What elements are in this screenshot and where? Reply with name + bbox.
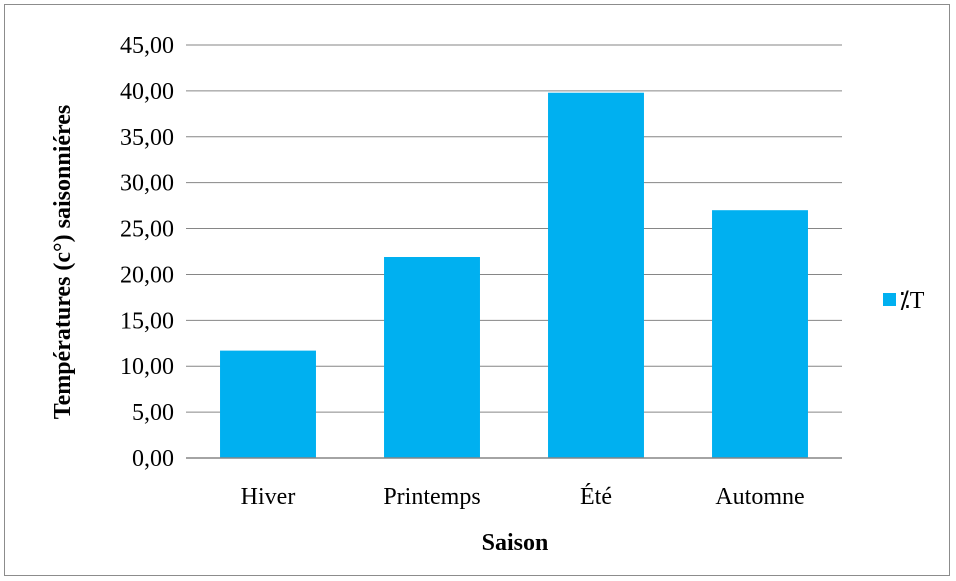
legend: ⁒T <box>883 288 925 314</box>
x-tick-label: Automne <box>715 484 804 510</box>
y-tick-label: 20,00 <box>120 262 174 288</box>
legend-swatch <box>883 293 896 306</box>
bar-2 <box>548 92 644 459</box>
bar-0 <box>220 350 316 458</box>
x-tick-labels: Hiver Printemps Été Automne <box>241 484 805 510</box>
x-axis-title: Saison <box>482 530 549 556</box>
x-tick-label: Hiver <box>241 484 296 510</box>
legend-label: ⁒T <box>899 288 925 314</box>
bars <box>220 92 808 459</box>
x-tick-label: Printemps <box>383 484 480 510</box>
y-tick-label: 40,00 <box>120 79 174 105</box>
y-tick-label: 30,00 <box>120 171 174 197</box>
y-tick-label: 25,00 <box>120 217 174 243</box>
y-tick-labels: 0,00 5,00 10,00 15,00 20,00 25,00 30,00 35,00 40… <box>120 33 174 472</box>
bar-1 <box>384 257 480 458</box>
y-tick-label: 0,00 <box>132 446 174 472</box>
x-tick-label: Été <box>580 484 612 510</box>
y-tick-label: 15,00 <box>120 308 174 334</box>
y-tick-label: 10,00 <box>120 354 174 380</box>
y-tick-label: 35,00 <box>120 125 174 151</box>
y-tick-label: 45,00 <box>120 33 174 59</box>
bar-3 <box>712 210 808 458</box>
y-tick-label: 5,00 <box>132 400 174 426</box>
y-axis-title: Températures (c°) saisonniéres <box>50 105 76 419</box>
